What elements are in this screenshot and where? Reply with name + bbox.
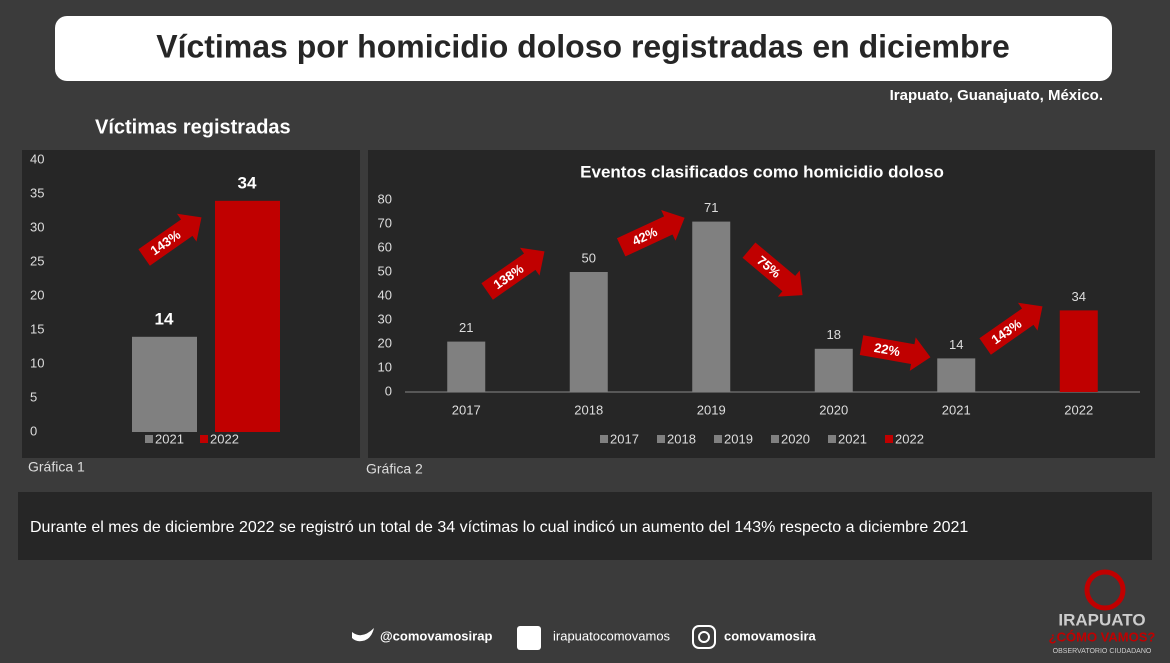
value-label: 18 bbox=[827, 327, 841, 342]
arrow-shape bbox=[979, 302, 1043, 355]
arrow-label: 22% bbox=[873, 340, 902, 359]
y-tick-label: 70 bbox=[378, 215, 392, 230]
summary: Durante el mes de diciembre 2022 se regi… bbox=[30, 519, 968, 536]
y-tick-label: 25 bbox=[30, 253, 44, 268]
twitter-icon bbox=[352, 628, 374, 642]
logo-name: IRAPUATO bbox=[1058, 610, 1145, 629]
x-tick-label: 2019 bbox=[697, 402, 726, 417]
legend-label: 2019 bbox=[724, 431, 753, 446]
logo-subtitle: OBSERVATORIO CIUDADANO bbox=[1053, 648, 1152, 655]
y-tick-label: 15 bbox=[30, 321, 44, 336]
y-tick-label: 20 bbox=[378, 335, 392, 350]
y-tick-label: 10 bbox=[378, 359, 392, 374]
value-label: 21 bbox=[459, 320, 473, 335]
instagram-icon bbox=[698, 631, 710, 643]
chart-title: Víctimas registradas bbox=[95, 116, 291, 138]
facebook-icon bbox=[517, 626, 541, 650]
bar bbox=[1059, 310, 1098, 392]
bar bbox=[132, 336, 197, 432]
y-tick-label: 0 bbox=[30, 423, 37, 438]
arrow-shape bbox=[138, 213, 202, 266]
legend-label: 2018 bbox=[667, 431, 696, 446]
x-tick-label: 2017 bbox=[452, 402, 481, 417]
legend-swatch bbox=[657, 435, 665, 443]
title: Víctimas por homicidio doloso registrada… bbox=[156, 28, 1010, 64]
x-tick-label: 2021 bbox=[942, 402, 971, 417]
value-label: 71 bbox=[704, 200, 718, 215]
chart-panel bbox=[368, 150, 1155, 458]
footer: @comovamosirap irapuatocomovamos comovam… bbox=[352, 625, 817, 650]
arrow-shape bbox=[481, 247, 545, 300]
y-tick-label: 10 bbox=[30, 355, 44, 370]
legend-label: 2022 bbox=[895, 431, 924, 446]
value-label: 14 bbox=[155, 309, 174, 328]
y-tick-label: 20 bbox=[30, 287, 44, 302]
arrow-shape bbox=[742, 242, 803, 297]
bar bbox=[692, 221, 731, 392]
y-tick-label: 50 bbox=[378, 263, 392, 278]
value-label: 34 bbox=[238, 173, 257, 192]
instagram-icon bbox=[692, 625, 716, 649]
legend-label: 2020 bbox=[781, 431, 810, 446]
legend-swatch bbox=[145, 435, 153, 443]
x-tick-label: 2018 bbox=[574, 402, 603, 417]
bar bbox=[814, 348, 853, 392]
y-tick-label: 0 bbox=[385, 383, 392, 398]
summary-box bbox=[18, 492, 1152, 560]
y-tick-label: 30 bbox=[378, 311, 392, 326]
x-tick-label: 2020 bbox=[819, 402, 848, 417]
legend-label: 2022 bbox=[210, 431, 239, 446]
x-tick-label: 2022 bbox=[1064, 402, 1093, 417]
logo-icon bbox=[1084, 569, 1126, 611]
title-box bbox=[55, 16, 1112, 81]
legend-swatch bbox=[200, 435, 208, 443]
y-tick-label: 40 bbox=[378, 287, 392, 302]
legend-swatch bbox=[885, 435, 893, 443]
arrow-shape bbox=[616, 209, 685, 257]
bar bbox=[937, 358, 976, 392]
instagram[interactable]: comovamosira bbox=[724, 628, 817, 643]
twitter[interactable]: @comovamosirap bbox=[380, 628, 492, 643]
logo-tagline: ¿CÓMO VAMOS? bbox=[1049, 629, 1156, 644]
growth-arrow: 22% bbox=[859, 335, 931, 371]
growth-arrow: 75% bbox=[742, 242, 803, 297]
legend-label: 2021 bbox=[155, 431, 184, 446]
legend-swatch bbox=[714, 435, 722, 443]
y-tick-label: 80 bbox=[378, 191, 392, 206]
chart-title: Eventos clasificados como homicidio dolo… bbox=[580, 162, 944, 181]
value-label: 34 bbox=[1072, 289, 1086, 304]
arrow-shape bbox=[859, 335, 931, 371]
logo: IRAPUATO ¿CÓMO VAMOS? OBSERVATORIO CIUDA… bbox=[1049, 569, 1156, 655]
caption: Gráfica 1 bbox=[28, 459, 85, 475]
value-label: 50 bbox=[582, 250, 596, 265]
y-tick-label: 30 bbox=[30, 219, 44, 234]
value-label: 14 bbox=[949, 337, 963, 352]
legend-swatch bbox=[828, 435, 836, 443]
legend-label: 2021 bbox=[838, 431, 867, 446]
caption: Gráfica 2 bbox=[366, 461, 423, 477]
legend-swatch bbox=[600, 435, 608, 443]
legend-swatch bbox=[771, 435, 779, 443]
location: Irapuato, Guanajuato, México. bbox=[890, 87, 1103, 104]
y-tick-label: 40 bbox=[30, 151, 44, 166]
legend-label: 2017 bbox=[610, 431, 639, 446]
y-tick-label: 60 bbox=[378, 239, 392, 254]
y-tick-label: 35 bbox=[30, 185, 44, 200]
facebook[interactable]: irapuatocomovamos bbox=[553, 628, 671, 643]
y-tick-label: 5 bbox=[30, 389, 37, 404]
bar bbox=[447, 341, 486, 392]
bar bbox=[215, 200, 280, 432]
bar bbox=[569, 272, 608, 392]
